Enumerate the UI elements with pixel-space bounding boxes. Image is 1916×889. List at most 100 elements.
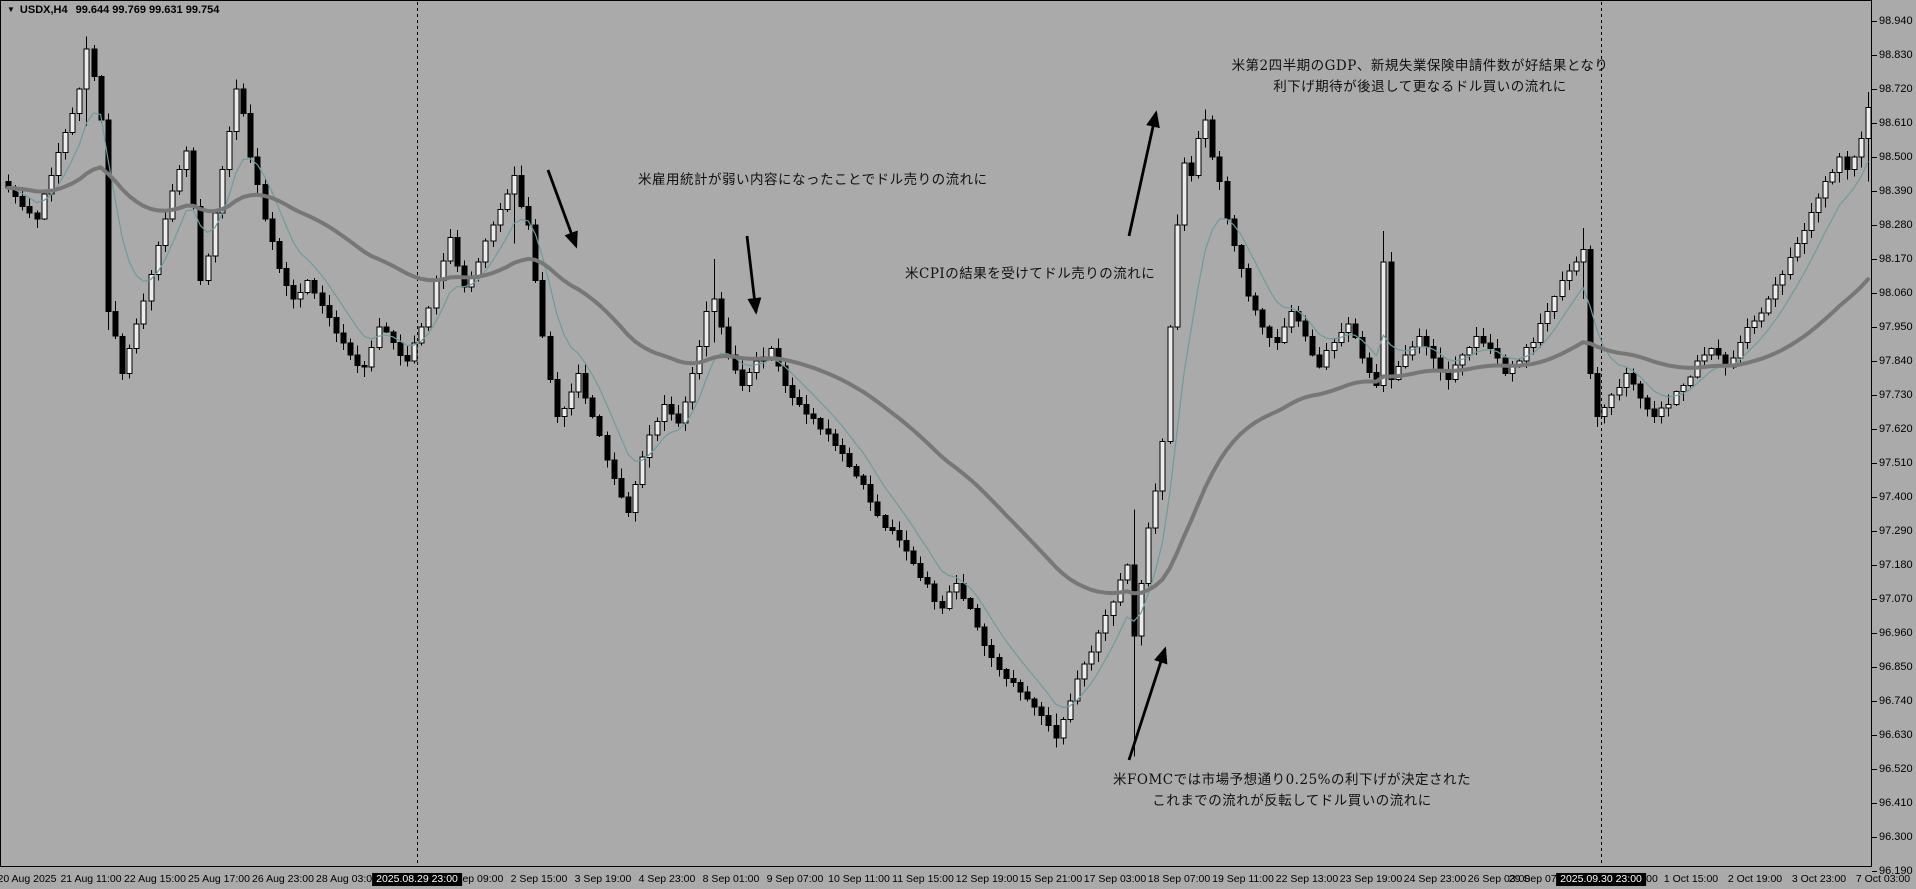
candle bbox=[1102, 609, 1109, 642]
candle bbox=[418, 323, 425, 346]
candle bbox=[867, 475, 874, 511]
candle bbox=[882, 514, 889, 532]
candle bbox=[632, 480, 639, 522]
time-axis-label: 29 Sep 07:00 bbox=[1508, 873, 1572, 885]
candle bbox=[397, 334, 404, 366]
annotation-arrow-fomc[interactable] bbox=[1127, 646, 1168, 761]
candle bbox=[874, 494, 881, 518]
candle bbox=[1644, 395, 1651, 417]
candle bbox=[746, 368, 753, 392]
candle bbox=[1088, 645, 1095, 671]
candle bbox=[604, 431, 611, 468]
candle bbox=[618, 468, 625, 499]
candle bbox=[69, 107, 76, 136]
candle bbox=[262, 179, 269, 222]
candle bbox=[1038, 701, 1045, 725]
candle bbox=[1288, 304, 1295, 334]
candle bbox=[803, 395, 810, 424]
candle bbox=[810, 407, 817, 425]
chart-symbol-title[interactable]: ▼ USDX,H4 99.644 99.769 99.631 99.754 bbox=[7, 4, 219, 16]
candle bbox=[1366, 352, 1373, 378]
candle bbox=[425, 306, 432, 331]
time-axis-label: 25 Aug 17:00 bbox=[188, 873, 250, 885]
time-axis-label: 3 Oct 23:00 bbox=[1791, 873, 1847, 885]
candle bbox=[183, 146, 190, 177]
candle bbox=[1836, 152, 1843, 183]
candle bbox=[1808, 203, 1815, 239]
candle bbox=[839, 438, 846, 462]
candle bbox=[1174, 214, 1181, 331]
candle bbox=[1559, 271, 1566, 301]
symbol-dropdown-icon[interactable]: ▼ bbox=[7, 5, 15, 14]
candle bbox=[1188, 156, 1195, 182]
candle bbox=[1858, 131, 1865, 168]
candle bbox=[26, 197, 33, 218]
period-separators bbox=[417, 2, 1602, 866]
candle bbox=[34, 210, 41, 229]
candle bbox=[1323, 342, 1330, 371]
candle bbox=[1010, 669, 1017, 688]
time-axis-label: 3 Sep 19:00 bbox=[574, 873, 632, 885]
candle bbox=[1715, 339, 1722, 360]
separator-date-label: 2025.08.29 23:00 bbox=[372, 873, 462, 886]
candle bbox=[639, 451, 646, 488]
candle bbox=[939, 595, 946, 614]
candle bbox=[860, 473, 867, 490]
candle bbox=[1281, 318, 1288, 345]
candle bbox=[126, 344, 133, 379]
candle bbox=[1045, 706, 1052, 732]
candle bbox=[205, 253, 212, 285]
candle bbox=[931, 580, 938, 610]
plot-frame bbox=[0, 0, 1872, 867]
time-axis-label: 2 Sep 15:00 bbox=[510, 873, 568, 885]
candle bbox=[140, 293, 147, 329]
candle bbox=[1701, 346, 1708, 369]
candle bbox=[889, 519, 896, 535]
candle bbox=[1594, 367, 1601, 428]
time-axis-label: 23 Sep 19:00 bbox=[1339, 873, 1403, 885]
time-axis-label: 17 Sep 03:00 bbox=[1083, 873, 1147, 885]
candle bbox=[304, 278, 311, 295]
candle bbox=[832, 429, 839, 451]
candle bbox=[148, 270, 155, 311]
fast-ma-line bbox=[7, 112, 1869, 709]
candle bbox=[974, 604, 981, 631]
candle bbox=[283, 262, 290, 296]
candle bbox=[1388, 252, 1395, 389]
price-axis-ticks bbox=[1872, 21, 1877, 872]
time-axis-label: 22 Sep 13:00 bbox=[1275, 873, 1339, 885]
candle bbox=[226, 126, 233, 178]
candle bbox=[1573, 256, 1580, 276]
candle bbox=[162, 211, 169, 252]
candle bbox=[1245, 263, 1252, 302]
candle bbox=[1772, 277, 1779, 308]
annotation-arrows[interactable] bbox=[546, 110, 1168, 761]
candle bbox=[1017, 679, 1024, 701]
time-axis-label: 7 Oct 03:00 bbox=[1855, 873, 1911, 885]
candle bbox=[967, 596, 974, 611]
candle bbox=[269, 211, 276, 251]
candle bbox=[903, 530, 910, 561]
candle bbox=[1537, 313, 1544, 348]
candle bbox=[1815, 193, 1822, 223]
candle bbox=[1380, 231, 1387, 392]
candle bbox=[197, 198, 204, 285]
time-axis-label: 1 Oct 15:00 bbox=[1663, 873, 1719, 885]
candle bbox=[1053, 713, 1060, 748]
candle bbox=[654, 417, 661, 442]
annotation-arrow-nfp[interactable] bbox=[546, 169, 578, 249]
annotation-arrow-cpi[interactable] bbox=[745, 235, 762, 315]
candle bbox=[981, 623, 988, 656]
candle bbox=[1744, 318, 1751, 350]
candle bbox=[703, 301, 710, 357]
candle bbox=[753, 352, 760, 380]
candle bbox=[689, 367, 696, 410]
candle bbox=[988, 638, 995, 667]
candle bbox=[1480, 327, 1487, 348]
candle bbox=[254, 148, 261, 195]
candle bbox=[62, 129, 69, 160]
ohlc-values: 99.644 99.769 99.631 99.754 bbox=[75, 4, 220, 16]
annotation-arrow-gdp[interactable] bbox=[1127, 110, 1160, 237]
candle bbox=[1844, 151, 1851, 180]
